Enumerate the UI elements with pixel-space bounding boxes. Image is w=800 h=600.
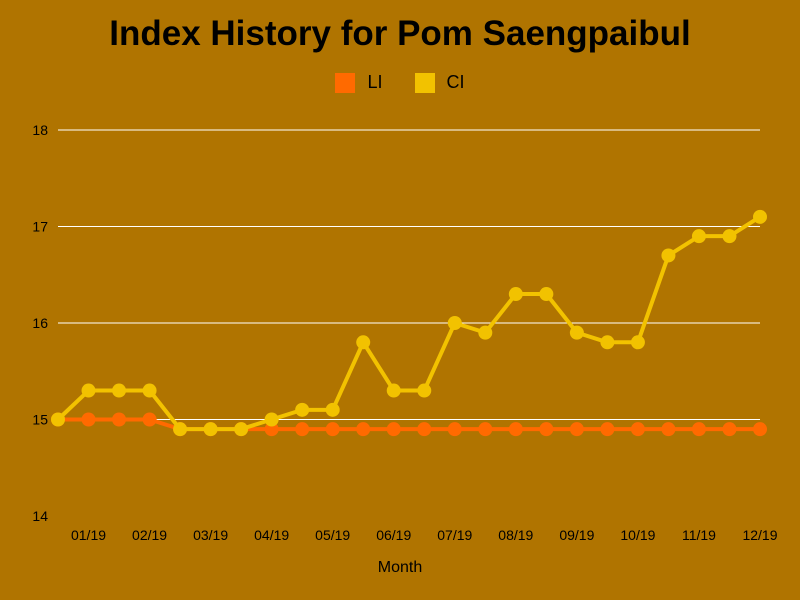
data-point-li[interactable] — [447, 422, 462, 437]
x-tick-label: 02/19 — [132, 527, 167, 543]
y-tick-label: 14 — [32, 508, 48, 524]
legend: LI CI — [0, 72, 800, 93]
x-tick-label: 01/19 — [71, 527, 106, 543]
data-point-ci[interactable] — [478, 325, 493, 340]
data-point-ci[interactable] — [81, 383, 96, 398]
data-point-ci[interactable] — [508, 287, 523, 302]
series-ci — [51, 209, 767, 437]
y-tick-label: 15 — [32, 412, 48, 428]
data-point-ci[interactable] — [295, 402, 310, 417]
x-tick-label: 08/19 — [498, 527, 533, 543]
series-layer — [51, 209, 767, 437]
x-axis-title: Month — [378, 559, 422, 576]
data-point-ci[interactable] — [661, 248, 676, 263]
x-tick-label: 07/19 — [437, 527, 472, 543]
y-tick-label: 18 — [32, 122, 48, 138]
data-point-ci[interactable] — [386, 383, 401, 398]
data-point-li[interactable] — [81, 412, 96, 427]
data-point-li[interactable] — [661, 422, 676, 437]
x-axis: 01/19 02/19 03/19 04/19 05/19 06/19 07/19 08/19… — [71, 527, 778, 543]
legend-item-ci[interactable]: CI — [414, 72, 465, 93]
data-point-li[interactable] — [691, 422, 706, 437]
data-point-ci[interactable] — [691, 229, 706, 244]
data-point-ci[interactable] — [539, 287, 554, 302]
data-point-li[interactable] — [386, 422, 401, 437]
chart-title: Index History for Pom Saengpaibul — [109, 14, 691, 53]
data-point-ci[interactable] — [112, 383, 127, 398]
x-tick-label: 05/19 — [315, 527, 350, 543]
x-tick-label: 04/19 — [254, 527, 289, 543]
y-tick-label: 16 — [32, 315, 48, 331]
data-point-li[interactable] — [722, 422, 737, 437]
data-point-ci[interactable] — [173, 422, 188, 437]
data-point-li[interactable] — [539, 422, 554, 437]
data-point-ci[interactable] — [630, 335, 645, 350]
data-point-ci[interactable] — [264, 412, 279, 427]
x-tick-label: 06/19 — [376, 527, 411, 543]
data-point-li[interactable] — [753, 422, 767, 437]
legend-label-li: LI — [367, 72, 383, 92]
data-point-ci[interactable] — [356, 335, 371, 350]
data-point-ci[interactable] — [51, 412, 65, 427]
x-tick-label: 11/19 — [682, 527, 716, 543]
y-axis: 14 15 16 17 18 — [32, 122, 48, 524]
legend-label-ci: CI — [446, 72, 465, 92]
data-point-li[interactable] — [630, 422, 645, 437]
data-point-li[interactable] — [569, 422, 584, 437]
x-tick-label: 09/19 — [559, 527, 594, 543]
data-point-li[interactable] — [112, 412, 127, 427]
data-point-li[interactable] — [600, 422, 615, 437]
data-point-li[interactable] — [264, 422, 279, 437]
data-point-ci[interactable] — [447, 316, 462, 330]
data-point-li[interactable] — [356, 422, 371, 437]
data-point-li[interactable] — [295, 422, 310, 437]
data-point-li[interactable] — [508, 422, 523, 437]
data-point-li[interactable] — [325, 422, 340, 437]
data-point-li[interactable] — [142, 412, 157, 427]
data-point-ci[interactable] — [142, 383, 157, 398]
data-point-ci[interactable] — [203, 422, 218, 437]
x-tick-label: 10/19 — [620, 527, 655, 543]
series-line-li — [58, 417, 760, 432]
data-point-ci[interactable] — [569, 325, 584, 340]
legend-swatch-li — [335, 72, 356, 93]
x-tick-label: 12/19 — [742, 527, 777, 543]
y-tick-label: 17 — [32, 219, 48, 235]
series-li — [51, 412, 767, 437]
data-point-li[interactable] — [478, 422, 493, 437]
legend-item-li[interactable]: LI — [335, 72, 383, 93]
data-point-li[interactable] — [417, 422, 432, 437]
series-line-ci — [56, 215, 762, 432]
x-tick-label: 03/19 — [193, 527, 228, 543]
data-point-ci[interactable] — [600, 335, 615, 350]
grid-layer — [58, 129, 760, 420]
data-point-ci[interactable] — [753, 209, 767, 224]
data-point-ci[interactable] — [234, 422, 249, 437]
legend-swatch-ci — [414, 72, 435, 93]
data-point-ci[interactable] — [417, 383, 432, 398]
data-point-ci[interactable] — [722, 229, 737, 244]
data-point-ci[interactable] — [325, 402, 340, 417]
